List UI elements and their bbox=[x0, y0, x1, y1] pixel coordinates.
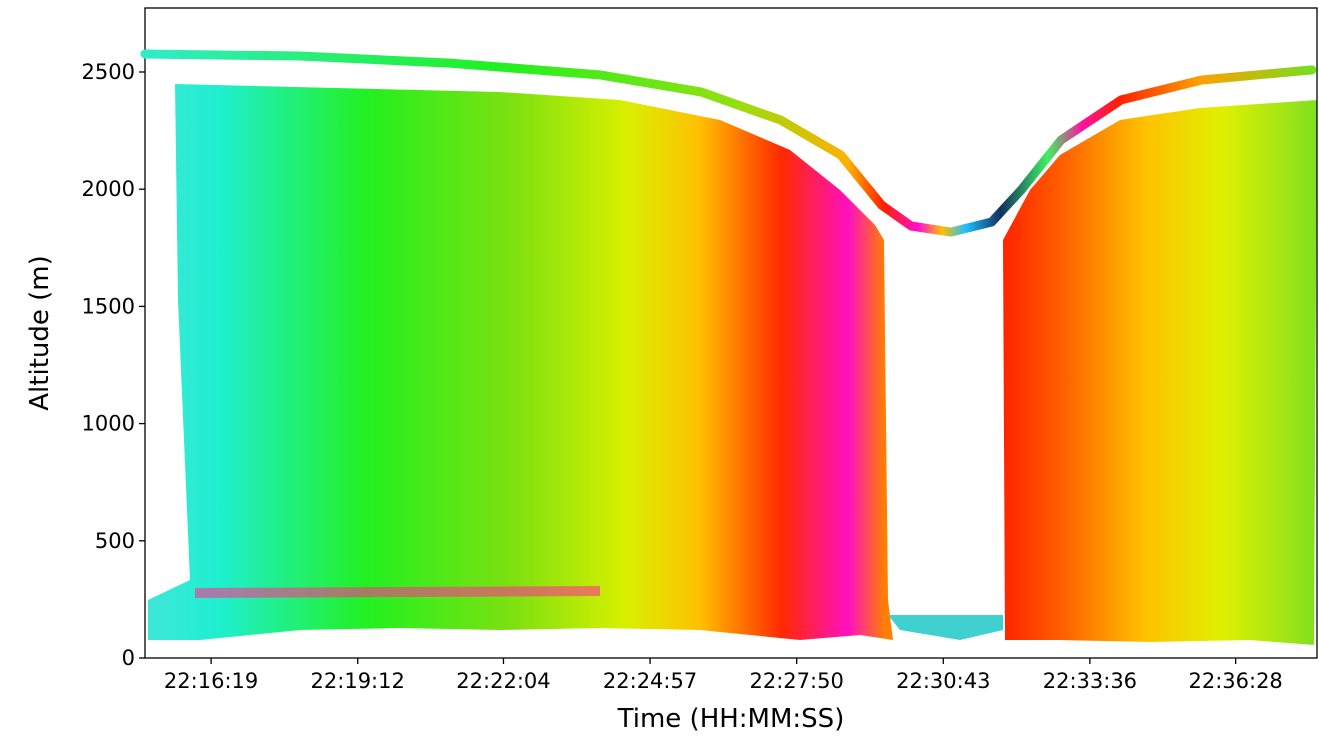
x-axis-label: Time (HH:MM:SS) bbox=[617, 704, 845, 734]
curtain-band bbox=[195, 586, 600, 598]
x-tick-label: 22:30:43 bbox=[896, 669, 990, 693]
x-tick-label: 22:16:19 bbox=[164, 669, 258, 693]
curtain bbox=[148, 84, 1317, 645]
y-tick-label: 1000 bbox=[82, 412, 135, 436]
x-tick-label: 22:33:36 bbox=[1043, 669, 1137, 693]
y-tick-label: 1500 bbox=[82, 294, 135, 318]
curtain-gap-floor bbox=[888, 615, 1003, 640]
y-tick-label: 0 bbox=[122, 646, 135, 670]
x-tick-label: 22:19:12 bbox=[311, 669, 405, 693]
y-axis-label: Altitude (m) bbox=[25, 255, 55, 410]
x-tick-label: 22:36:28 bbox=[1188, 669, 1282, 693]
curtain-right bbox=[1003, 100, 1317, 645]
x-tick-label: 22:24:57 bbox=[603, 669, 697, 693]
x-tick-label: 22:22:04 bbox=[456, 669, 550, 693]
plot-frame bbox=[144, 7, 1318, 659]
y-tick-label: 500 bbox=[95, 529, 135, 553]
flight-track bbox=[140, 49, 1317, 237]
y-tick-label: 2500 bbox=[82, 60, 135, 84]
y-tick-label: 2000 bbox=[82, 177, 135, 201]
x-tick-label: 22:27:50 bbox=[750, 669, 844, 693]
curtain-left bbox=[148, 84, 893, 640]
